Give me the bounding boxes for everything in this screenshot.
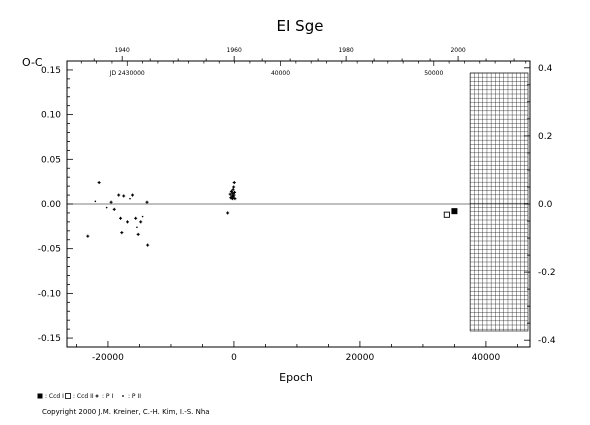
point-p-i (145, 200, 149, 204)
y-tick-label: -0.15 (38, 334, 61, 344)
point-p-i (131, 193, 135, 197)
future-hatch-area (469, 72, 529, 332)
y-tick-label: 0.05 (41, 155, 61, 165)
point-p-i (122, 194, 126, 198)
x-tick-label: 40000 (472, 353, 501, 363)
y2-tick-label: 0.2 (538, 132, 552, 142)
legend-marker-p-i (95, 394, 99, 398)
point-p-ii (94, 200, 97, 203)
chart-title: EI Sge (277, 17, 324, 35)
jd-tick-label: 40000 (271, 70, 290, 77)
point-p-i (139, 220, 143, 224)
y-tick-label: -0.05 (38, 245, 61, 255)
year-tick-label: 1940 (115, 47, 130, 54)
point-p-i (229, 196, 233, 200)
x-tick-label: 0 (231, 353, 237, 363)
point-ccd-i (451, 208, 458, 215)
year-axis-ticks: 1940 1960 1980 2000 (93, 47, 515, 61)
y-axis-label: O-C (22, 56, 43, 69)
point-p-i (233, 190, 237, 194)
point-p-i (231, 191, 235, 195)
point-p-i (86, 234, 90, 238)
point-p-i (231, 195, 235, 199)
legend-marker-p-ii (122, 395, 124, 397)
y-tick-label: 0.15 (41, 66, 61, 76)
copyright-text: Copyright 2000 J.M. Kreiner, C.-H. Kim, … (42, 408, 210, 416)
data-points (86, 181, 458, 247)
y-tick-label: -0.10 (38, 289, 62, 299)
legend-label: : Ccd II (73, 393, 94, 400)
y-tick-label: 0.10 (41, 111, 61, 121)
legend-label: : Ccd I (45, 393, 64, 400)
point-p-i (134, 216, 138, 220)
point-p-i (119, 216, 123, 220)
y2-tick-label: 0.4 (538, 64, 553, 74)
y-tick-label: 0.00 (41, 200, 61, 210)
y2-tick-label: -0.2 (538, 268, 556, 278)
point-ccd-ii (443, 211, 450, 218)
legend-label: : P I (102, 393, 113, 400)
point-p-i (232, 185, 236, 189)
x-tick-label: -20000 (92, 353, 124, 363)
y2-axis-ticks: -0.4 -0.2 0.0 0.2 0.4 (524, 64, 556, 346)
point-p-ii (136, 226, 138, 229)
hatch-border (469, 72, 529, 332)
legend: : Ccd I : Ccd II : P I : P II (37, 393, 141, 400)
point-p-i (97, 181, 101, 185)
point-p-i (120, 231, 124, 235)
point-p-i (117, 193, 121, 197)
point-p-i (232, 193, 236, 197)
point-p-i (125, 220, 129, 224)
year-tick-label: 1980 (338, 47, 353, 54)
point-p-i (112, 207, 116, 211)
jd-tick-label: 50000 (424, 70, 443, 77)
point-p-i (136, 232, 140, 236)
point-p-i (232, 181, 236, 185)
y2-tick-label: 0.0 (538, 200, 553, 210)
jd-tick-label: JD 2430000 (109, 70, 145, 77)
point-p-ii (105, 206, 108, 209)
x-axis-label: Epoch (279, 371, 313, 384)
jd-axis-ticks: JD 2430000 40000 50000 (80, 61, 527, 77)
point-p-i (231, 188, 235, 192)
x-axis-ticks: -20000 0 20000 40000 (76, 341, 518, 363)
point-p-ii (141, 215, 144, 218)
legend-marker-ccd-ii (65, 393, 71, 399)
point-p-ii (129, 197, 131, 200)
point-p-i (226, 211, 230, 215)
legend-label: : P II (128, 393, 141, 400)
point-p-i (233, 197, 237, 201)
year-tick-label: 1960 (227, 47, 242, 54)
y2-tick-label: -0.4 (538, 336, 556, 346)
legend-marker-ccd-i (37, 393, 43, 399)
y-axis-ticks: -0.15 -0.10 -0.05 0.00 0.05 0.10 0.15 (38, 66, 73, 344)
point-p-i (109, 200, 113, 204)
point-p-i (228, 192, 232, 196)
point-p-i (229, 189, 233, 193)
year-tick-label: 2000 (450, 47, 465, 54)
x-tick-label: 20000 (346, 353, 375, 363)
point-p-i (230, 197, 234, 201)
point-p-i (146, 243, 150, 247)
